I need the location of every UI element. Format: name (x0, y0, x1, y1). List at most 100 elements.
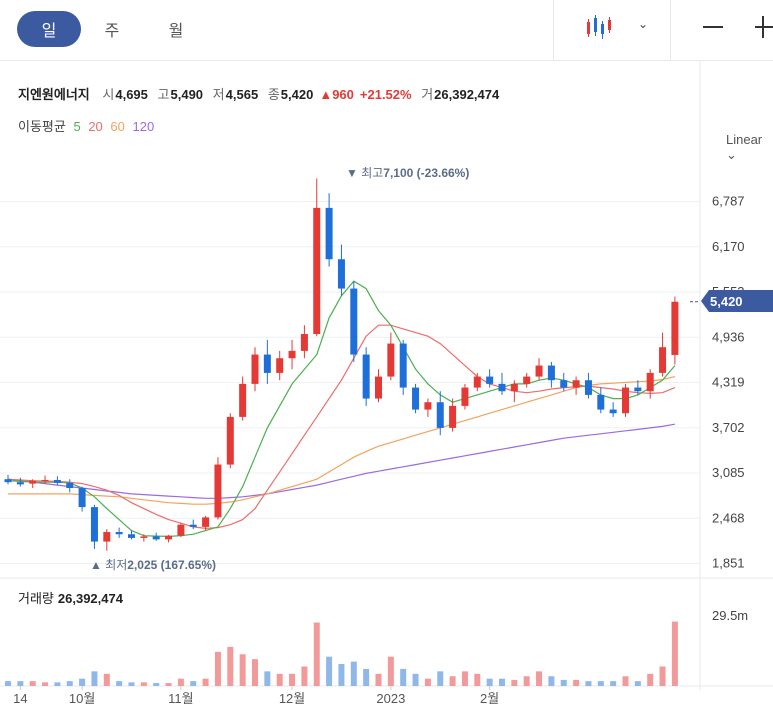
close-value: 5,420 (280, 87, 314, 102)
candle-body (115, 532, 123, 535)
candle-body (189, 524, 197, 527)
volume-bar (659, 666, 666, 686)
time-tick-label: 12월 (279, 691, 305, 706)
zoom-out-icon[interactable] (703, 26, 723, 28)
high-label: 고 (157, 87, 170, 102)
high-annotation-label: ▼ 최고 (346, 166, 384, 180)
volume-bar (350, 661, 357, 686)
toolbar-divider (670, 0, 671, 60)
candle-body (325, 207, 333, 260)
candle-body (535, 365, 543, 377)
candle (609, 402, 617, 417)
volume-bar (79, 678, 86, 686)
candle (16, 477, 24, 487)
candle-body (350, 288, 358, 355)
volume-bar (363, 668, 370, 686)
candle-body (263, 354, 271, 373)
price-tick-label: 4,936 (712, 329, 745, 344)
change-value: ▲960 (319, 87, 354, 102)
candle (486, 369, 494, 388)
low-label: 저 (212, 87, 225, 102)
volume-bar (239, 654, 246, 686)
volume-bar (54, 682, 61, 686)
moving-average-legend[interactable]: 이동평균 5 20 60 120 (18, 116, 158, 135)
time-tick-label: 11월 (168, 691, 193, 706)
candle-body (239, 383, 247, 417)
candle (78, 486, 86, 512)
candle (288, 339, 296, 370)
candle-body (572, 380, 580, 388)
candle-body (4, 479, 12, 483)
ma60-legend: 60 (110, 119, 125, 134)
low-value: 4,565 (225, 87, 259, 102)
price-summary: 지엔원에너지 시4,695 고5,490 저4,565 종5,420 ▲960 +2… (18, 84, 505, 103)
candle (41, 475, 49, 484)
candle (510, 380, 518, 403)
candle-body (486, 376, 494, 384)
volume-bar (387, 656, 394, 686)
open-label: 시 (102, 87, 115, 102)
volume-bar (647, 673, 654, 686)
price-tick-label: 3,702 (712, 420, 745, 435)
volume-bar (276, 673, 283, 686)
candle (115, 527, 123, 538)
candle (412, 383, 420, 414)
candle (189, 519, 197, 530)
candle (140, 534, 148, 542)
volume-bar (252, 659, 258, 686)
candle-body (152, 536, 160, 540)
volume-bar (214, 651, 221, 686)
candle-body (510, 383, 518, 392)
volume-bar (289, 673, 296, 686)
tab-month[interactable]: 월 (168, 23, 184, 40)
volume-bar (202, 678, 209, 686)
volume-bar (116, 681, 123, 686)
candle (622, 383, 629, 417)
candle (424, 398, 432, 417)
candle (523, 372, 531, 388)
scale-mode-select[interactable]: Linear ⌄ (726, 132, 763, 162)
toolbar: 일 주 월 ⌄ (0, 0, 773, 61)
volume-bar (449, 676, 456, 686)
ma5-line (7, 280, 676, 538)
ma20-line (7, 324, 676, 530)
candle (276, 350, 284, 381)
volume-bar (264, 671, 271, 686)
candle-body (523, 376, 531, 384)
tab-week[interactable]: 주 (104, 23, 120, 40)
chevron-down-icon[interactable]: ⌄ (638, 17, 649, 31)
candle (597, 387, 605, 414)
candle (659, 332, 667, 377)
volume-bar (140, 682, 147, 686)
volume-bar (548, 676, 555, 686)
time-tick-label: 14 (13, 691, 27, 706)
candle-body (560, 380, 568, 388)
open-value: 4,695 (115, 87, 148, 102)
candle (584, 372, 592, 399)
ma-legend-title: 이동평균 (18, 119, 66, 134)
volume-bar (511, 679, 518, 686)
candle-body (424, 402, 432, 410)
candle-body (597, 394, 605, 410)
candle (473, 372, 481, 392)
volume-bar (437, 671, 444, 686)
candlestick-chart-type-icon[interactable] (585, 12, 615, 42)
candle-body (609, 409, 617, 414)
volume-panel-value: 26,392,474 (57, 591, 123, 606)
candle-body (288, 350, 296, 359)
high-annotation-value: 7,100 (-23.66%) (383, 166, 470, 180)
candle (152, 532, 160, 541)
candle-body (412, 387, 420, 410)
volume-bar (523, 676, 530, 686)
ma120-line (7, 423, 676, 499)
candle-body (214, 464, 222, 518)
price-tick-label: 6,787 (712, 194, 745, 209)
candle (671, 296, 679, 365)
candle (498, 372, 506, 395)
candle (375, 369, 382, 403)
volume-bar (17, 681, 24, 686)
tab-day[interactable]: 일 (17, 11, 81, 47)
price-tick-label: 4,319 (712, 375, 745, 390)
volume-bar (610, 681, 617, 686)
